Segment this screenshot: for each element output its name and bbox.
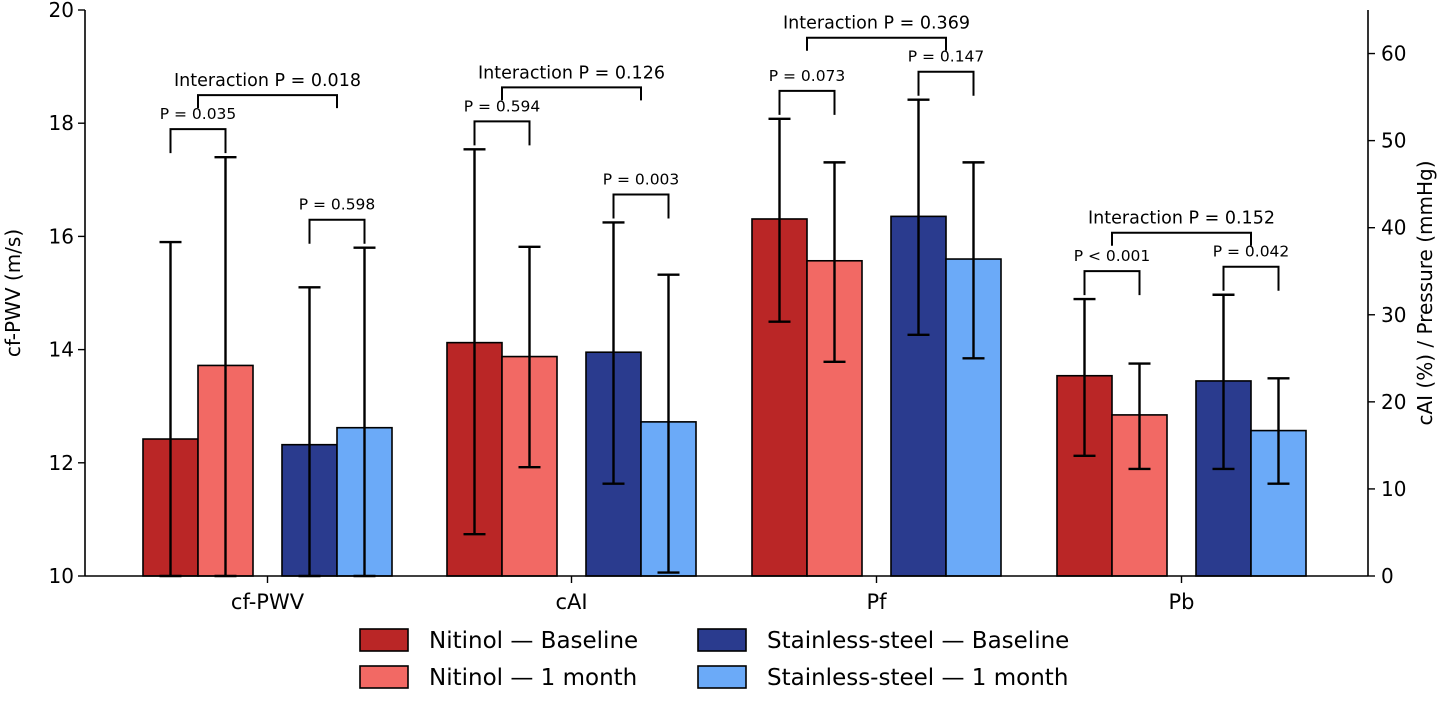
right-axis-title: cAI (%) / Pressure (mmHg) xyxy=(1413,160,1437,425)
p-label-pb-nitinol: P < 0.001 xyxy=(1074,247,1151,265)
within-bracket xyxy=(1222,265,1280,291)
interaction-bracket xyxy=(1111,231,1252,246)
legend-label-stainless-steel-1-month: Stainless-steel — 1 month xyxy=(767,665,1068,691)
x-tick-label-cai: cAI xyxy=(555,590,587,614)
x-axis: cf-PWV cAI Pf Pb xyxy=(85,575,1368,614)
x-tick-label-pf: Pf xyxy=(866,590,887,614)
left-tick-label: 18 xyxy=(49,111,74,135)
p-label-pf-stainless-steel: P = 0.147 xyxy=(908,48,985,66)
interaction-bracket xyxy=(806,36,947,51)
x-tick-label-pb: Pb xyxy=(1169,590,1195,614)
left-tick-label: 16 xyxy=(49,224,74,248)
right-y-axis: 0 10 20 30 40 50 60 cAI (%) / Pressure (mmHg) xyxy=(1367,10,1437,588)
legend: Nitinol — Baseline Stainless-steel — Base… xyxy=(359,628,1069,691)
legend-label-stainless-steel-baseline: Stainless-steel — Baseline xyxy=(767,628,1069,654)
within-bracket xyxy=(778,89,836,115)
right-tick-label: 0 xyxy=(1381,564,1394,588)
legend-label-nitinol-1-month: Nitinol — 1 month xyxy=(429,665,637,691)
error-bars xyxy=(159,98,1290,578)
within-bracket xyxy=(169,128,227,154)
interaction-label-pf: Interaction P = 0.369 xyxy=(783,14,970,34)
right-tick-label: 20 xyxy=(1381,390,1406,414)
interaction-bracket xyxy=(501,86,642,101)
left-y-axis: 10 12 14 16 18 20 cf-PWV (m/s) xyxy=(1,0,86,588)
interaction-label-cf-pwv: Interaction P = 0.018 xyxy=(174,71,361,91)
legend-swatch-nitinol-baseline xyxy=(359,628,409,652)
x-tick-label-cf-pwv: cf-PWV xyxy=(231,590,305,614)
left-tick-label: 14 xyxy=(49,338,74,362)
left-tick-label: 12 xyxy=(49,451,74,475)
within-bracket xyxy=(612,193,670,219)
legend-swatch-stainless-steel-baseline xyxy=(697,628,747,652)
right-tick-label: 50 xyxy=(1381,129,1406,153)
interaction-label-cai: Interaction P = 0.126 xyxy=(478,63,665,83)
p-label-pf-nitinol: P = 0.073 xyxy=(769,67,846,85)
left-tick-label: 20 xyxy=(49,0,74,22)
within-bracket xyxy=(473,120,531,146)
significance-annotations: P = 0.035 P = 0.598 Interaction P = 0.018 P… xyxy=(160,14,1290,296)
right-tick-label: 30 xyxy=(1381,303,1406,327)
legend-swatch-nitinol-1-month xyxy=(359,665,409,689)
within-bracket xyxy=(917,70,975,96)
left-tick-label: 10 xyxy=(49,564,74,588)
right-tick-label: 60 xyxy=(1381,42,1406,66)
p-label-pb-stainless-steel: P = 0.042 xyxy=(1213,243,1290,261)
legend-swatch-stainless-steel-1-month xyxy=(697,665,747,689)
p-label-cai-nitinol: P = 0.594 xyxy=(464,97,541,115)
right-tick-label: 40 xyxy=(1381,216,1406,240)
left-axis-title: cf-PWV (m/s) xyxy=(1,229,25,357)
legend-label-nitinol-baseline: Nitinol — Baseline xyxy=(429,628,638,654)
p-label-cf-pwv-stainless-steel: P = 0.598 xyxy=(299,196,376,214)
interaction-bracket xyxy=(197,94,338,109)
right-tick-label: 10 xyxy=(1381,477,1406,501)
p-label-cai-stainless-steel: P = 0.003 xyxy=(603,170,680,188)
p-label-cf-pwv-nitinol: P = 0.035 xyxy=(160,105,237,123)
interaction-label-pb: Interaction P = 0.152 xyxy=(1088,209,1275,229)
within-bracket xyxy=(308,218,366,244)
within-bracket xyxy=(1083,270,1141,296)
